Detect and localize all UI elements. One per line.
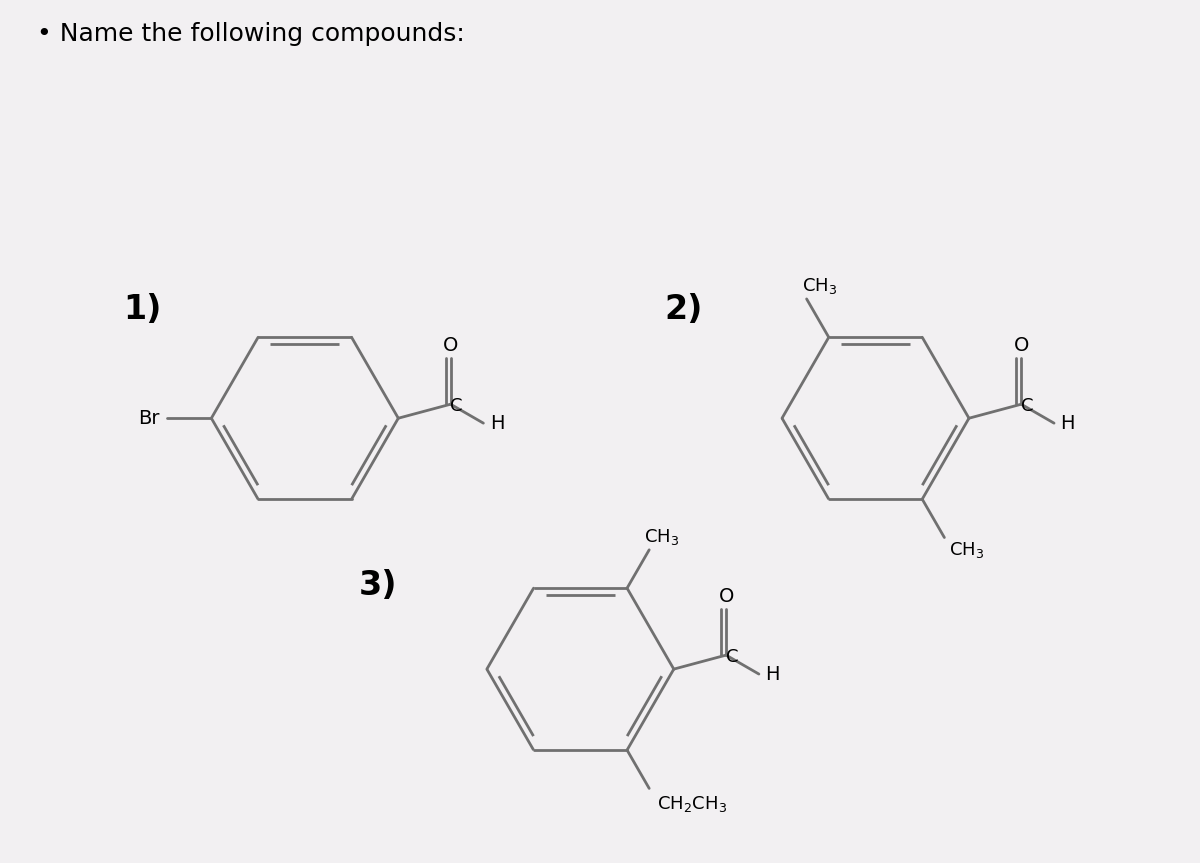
Text: 1): 1): [122, 293, 161, 326]
Text: C: C: [726, 648, 738, 666]
Text: O: O: [719, 587, 733, 606]
Text: O: O: [443, 336, 458, 355]
Text: • Name the following compounds:: • Name the following compounds:: [37, 22, 464, 47]
Text: H: H: [490, 413, 504, 432]
Text: O: O: [1014, 336, 1028, 355]
Text: H: H: [1061, 413, 1075, 432]
Text: 2): 2): [664, 293, 702, 326]
Text: H: H: [766, 665, 780, 683]
Text: CH$_3$: CH$_3$: [802, 276, 836, 296]
Text: C: C: [1021, 397, 1033, 415]
Text: 3): 3): [359, 569, 397, 602]
Text: CH$_2$CH$_3$: CH$_2$CH$_3$: [658, 794, 727, 814]
Text: Br: Br: [138, 409, 160, 428]
Text: CH$_3$: CH$_3$: [949, 540, 984, 560]
Text: CH$_3$: CH$_3$: [644, 527, 679, 547]
Text: C: C: [450, 397, 463, 415]
